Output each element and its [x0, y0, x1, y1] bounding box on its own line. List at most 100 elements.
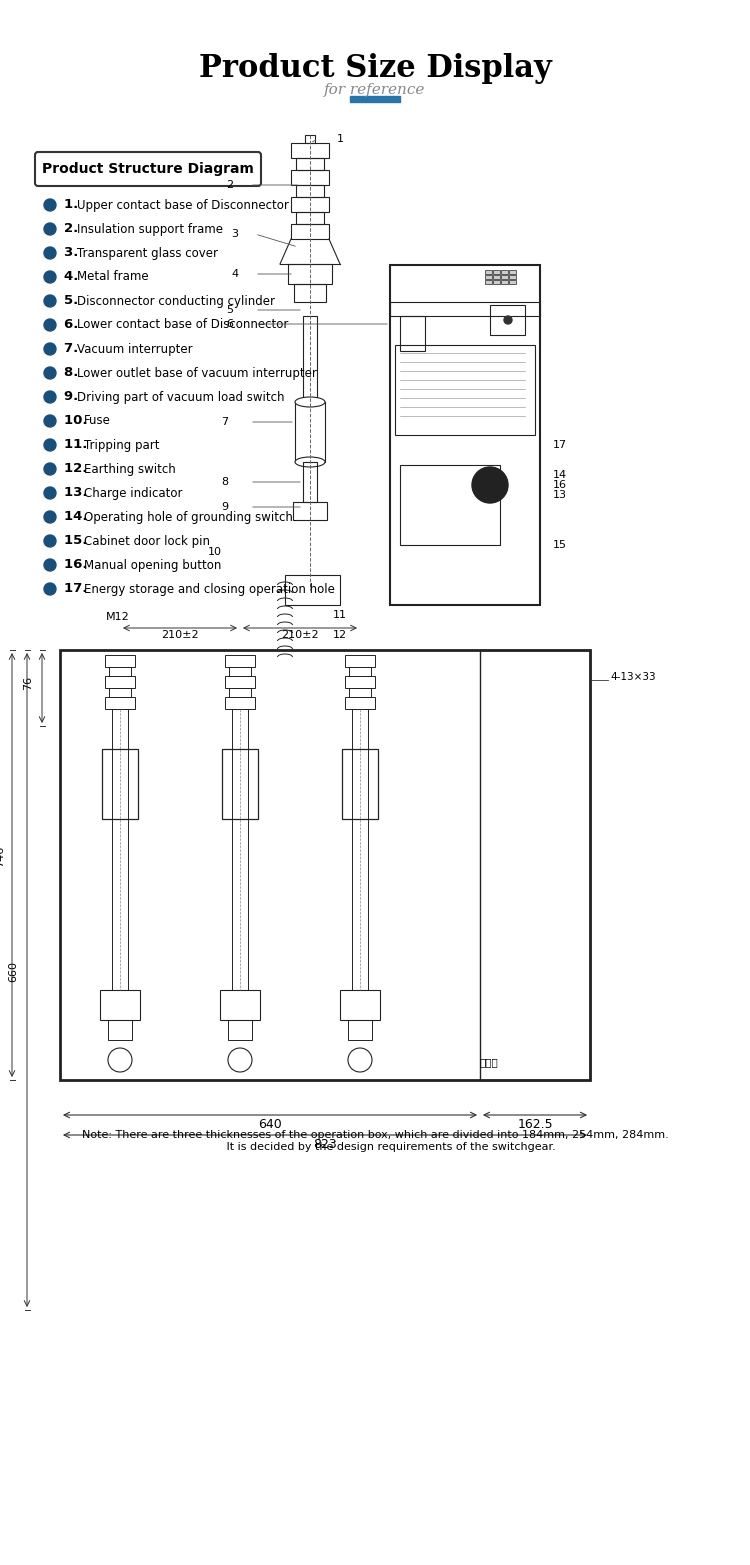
Circle shape — [44, 319, 56, 332]
Circle shape — [44, 294, 56, 307]
Text: 15.: 15. — [64, 535, 92, 548]
Circle shape — [44, 247, 56, 258]
Text: Charge indicator: Charge indicator — [83, 487, 182, 499]
Circle shape — [44, 222, 56, 235]
Bar — [291, 224, 329, 239]
Text: 76: 76 — [23, 676, 33, 690]
Text: 12: 12 — [333, 631, 347, 640]
Bar — [102, 750, 138, 818]
Text: 11: 11 — [333, 610, 347, 620]
Text: 5: 5 — [226, 305, 233, 315]
Text: 10.: 10. — [64, 415, 92, 427]
Text: 14.: 14. — [64, 510, 92, 524]
Text: 13.: 13. — [64, 487, 92, 499]
Bar — [109, 667, 131, 676]
Bar — [303, 316, 317, 402]
Text: 挂锁轴: 挂锁轴 — [480, 1056, 499, 1067]
Bar — [294, 283, 326, 302]
Text: 823: 823 — [314, 1138, 337, 1152]
Bar — [296, 185, 324, 197]
Text: Insulation support frame: Insulation support frame — [77, 222, 223, 235]
Text: 12.: 12. — [64, 463, 92, 476]
Circle shape — [44, 391, 56, 404]
Text: Disconnector conducting cylinder: Disconnector conducting cylinder — [77, 294, 275, 307]
Text: 7.: 7. — [64, 343, 82, 355]
Bar — [493, 275, 500, 279]
Text: 162.5: 162.5 — [518, 1119, 553, 1131]
Text: Energy storage and closing operation hole: Energy storage and closing operation hol… — [83, 582, 334, 596]
Text: 640: 640 — [258, 1119, 282, 1131]
Ellipse shape — [295, 457, 325, 466]
Text: 13: 13 — [553, 490, 567, 499]
Circle shape — [44, 415, 56, 427]
Bar — [109, 689, 131, 696]
Bar — [293, 502, 327, 520]
Bar — [350, 95, 400, 102]
Text: 3.: 3. — [64, 247, 83, 260]
Circle shape — [472, 466, 508, 502]
Bar — [340, 991, 380, 1020]
Text: Product Size Display: Product Size Display — [199, 53, 551, 83]
Bar — [222, 750, 258, 818]
Text: 210±2: 210±2 — [281, 631, 319, 640]
Text: Lower contact base of Disconnector: Lower contact base of Disconnector — [77, 319, 288, 332]
Text: 8.: 8. — [64, 366, 83, 379]
Circle shape — [228, 1049, 252, 1072]
Text: Earthing switch: Earthing switch — [83, 463, 176, 476]
Text: 17.: 17. — [64, 582, 92, 596]
Text: 210±2: 210±2 — [161, 631, 199, 640]
Text: 660: 660 — [8, 961, 18, 981]
Text: 1.: 1. — [64, 199, 82, 211]
Bar — [225, 656, 255, 667]
Bar — [100, 991, 140, 1020]
Text: 746: 746 — [0, 845, 5, 867]
Text: 2.: 2. — [64, 222, 82, 235]
Bar — [288, 264, 332, 283]
Text: Tripping part: Tripping part — [83, 438, 159, 451]
Text: 7: 7 — [221, 416, 229, 427]
Circle shape — [44, 487, 56, 499]
Text: Transparent glass cover: Transparent glass cover — [77, 247, 218, 260]
Circle shape — [44, 535, 56, 548]
Circle shape — [44, 271, 56, 283]
Bar — [105, 676, 135, 689]
Bar — [112, 709, 128, 991]
Text: 16.: 16. — [64, 559, 92, 571]
Circle shape — [44, 512, 56, 523]
Text: 6: 6 — [226, 319, 233, 329]
Bar — [501, 271, 508, 274]
Text: 14: 14 — [553, 470, 567, 480]
Text: for reference: for reference — [324, 83, 426, 97]
Text: Operating hole of grounding switch.: Operating hole of grounding switch. — [83, 510, 296, 524]
Text: Manual opening button: Manual opening button — [83, 559, 220, 571]
Text: 10: 10 — [208, 548, 222, 557]
Text: 15: 15 — [553, 540, 567, 549]
Circle shape — [44, 343, 56, 355]
Text: 4: 4 — [232, 269, 238, 279]
Circle shape — [44, 199, 56, 211]
Bar — [349, 689, 371, 696]
Bar — [509, 280, 516, 283]
Bar — [220, 991, 260, 1020]
Bar — [493, 271, 500, 274]
Circle shape — [44, 368, 56, 379]
Bar — [345, 676, 375, 689]
Bar — [291, 197, 329, 211]
Bar — [285, 574, 340, 606]
Bar — [342, 750, 378, 818]
Text: Note: There are three thicknesses of the operation box, which are divided into 1: Note: There are three thicknesses of the… — [82, 1130, 668, 1152]
Bar — [296, 211, 324, 224]
Text: 4-13×33: 4-13×33 — [610, 671, 656, 682]
Bar — [291, 171, 329, 185]
Bar — [348, 1020, 372, 1041]
Bar — [345, 696, 375, 709]
Bar — [229, 667, 251, 676]
Bar — [105, 656, 135, 667]
Bar — [509, 275, 516, 279]
Bar — [400, 465, 500, 545]
Bar — [296, 158, 324, 171]
Text: 9.: 9. — [64, 391, 82, 404]
Text: 1: 1 — [337, 135, 344, 144]
Bar — [60, 649, 590, 1080]
Bar — [501, 280, 508, 283]
